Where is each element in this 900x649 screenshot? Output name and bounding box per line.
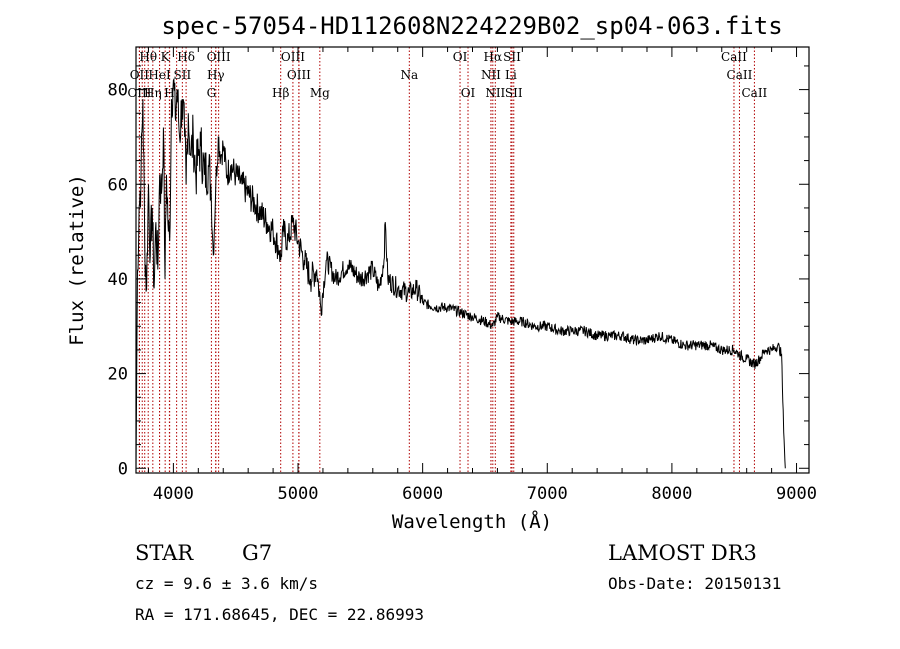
y-tick-label: 40 [108, 270, 128, 290]
spectral-line-label: SII [503, 50, 521, 64]
spectral-line-label: OI [461, 86, 476, 100]
spectral-line-label: SII [174, 68, 192, 82]
x-tick-label: 8000 [651, 484, 692, 504]
chart-title: spec-57054-HD112608N224229B02_sp04-063.f… [161, 12, 782, 40]
spectral-line-label: OIII [287, 68, 311, 82]
spectral-line-label: H [164, 86, 174, 100]
y-tick-label: 60 [108, 175, 128, 195]
y-tick-label: 0 [118, 459, 128, 479]
spectral-line-label: Li [505, 68, 517, 82]
x-axis-ticks: 4000 5000 6000 7000 8000 9000 [147, 47, 817, 504]
spectral-line-label: CaII [741, 86, 767, 100]
spectral-line-label: NII [485, 86, 505, 100]
spectral-line-label: K [161, 50, 171, 64]
spectral-line-label: Na [400, 68, 418, 82]
sky-coordinates: RA = 171.68645, DEC = 22.86993 [135, 605, 424, 624]
x-axis-label: Wavelength (Å) [392, 510, 552, 533]
y-tick-label: 80 [108, 81, 128, 101]
spectral-line-label: OI [453, 50, 468, 64]
redshift-velocity: cz = 9.6 ± 3.6 km/s [135, 574, 318, 593]
spectral-line-label: CaII [721, 50, 747, 64]
spectral-line-label: G [207, 86, 217, 100]
spectral-line-label: HeI [148, 68, 171, 82]
spectral-line-label: NII [481, 68, 501, 82]
x-tick-label: 9000 [776, 484, 817, 504]
spectral-line-label: Mg [310, 86, 330, 100]
observation-date: Obs-Date: 20150131 [608, 574, 781, 593]
spectral-line-label: OIII [281, 50, 305, 64]
spectrum-trace [135, 77, 786, 469]
spectrum-layer [135, 77, 786, 469]
y-axis-ticks: 0 20 40 60 80 [108, 65, 809, 479]
spectral-line-label: OII [130, 68, 150, 82]
x-tick-label: 4000 [153, 484, 194, 504]
spectral-line-label: Hδ [177, 50, 195, 64]
spectral-line-label: Hγ [207, 68, 225, 82]
y-axis-label: Flux (relative) [66, 174, 88, 346]
spectral-line-label: OIII [207, 50, 231, 64]
spectral-line-label: SII [505, 86, 523, 100]
spectral-line-label: Hη [144, 86, 162, 100]
spectral-line-label: Hθ [139, 50, 157, 64]
x-tick-label: 6000 [402, 484, 443, 504]
spectral-line-label: Hα [484, 50, 503, 64]
x-tick-label: 7000 [527, 484, 568, 504]
spectral-subclass: G7 [242, 541, 272, 565]
object-type: STAR [135, 541, 194, 565]
y-tick-label: 20 [108, 365, 128, 385]
spectral-line-label: Hβ [272, 86, 289, 100]
x-tick-label: 5000 [278, 484, 319, 504]
spectral-line-label: CaII [727, 68, 753, 82]
survey-name: LAMOST DR3 [608, 541, 757, 565]
